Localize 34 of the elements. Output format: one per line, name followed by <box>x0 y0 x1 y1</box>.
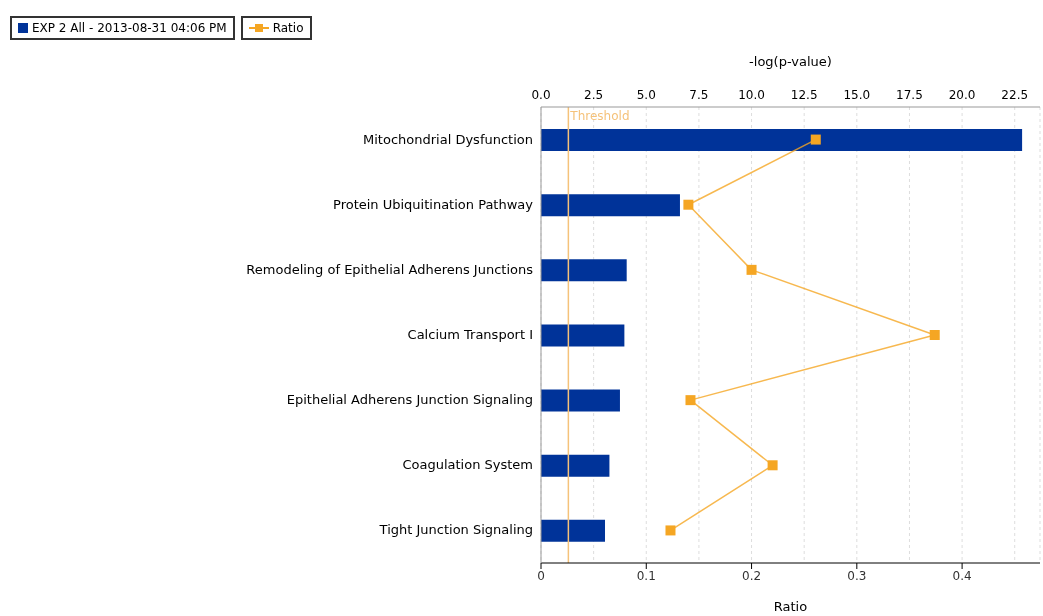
x-tick-label: 0.3 <box>847 568 867 583</box>
point <box>746 264 757 275</box>
x2-tick-label: 5.0 <box>636 88 656 102</box>
x2-tick-label: 0.0 <box>531 88 551 102</box>
x2-tick-label: 17.5 <box>896 88 923 102</box>
y-tick-label: Remodeling of Epithelial Adherens Junctions <box>246 261 534 277</box>
x2-axis-title: -log(p-value) <box>749 54 832 70</box>
x-tick-label: 0.2 <box>742 568 762 583</box>
y-tick-label: Protein Ubiquitination Pathway <box>333 196 534 212</box>
x2-tick-label: 2.5 <box>584 88 604 102</box>
x-tick-label: 0 <box>537 568 545 583</box>
y-tick-label: Coagulation System <box>402 457 533 473</box>
x2-tick-label: 12.5 <box>790 88 818 102</box>
x2-tick-label: 22.5 <box>1001 88 1029 102</box>
x2-tick-label: 7.5 <box>689 88 709 102</box>
x2-tick-label: 10.0 <box>738 88 765 102</box>
y-tick-label: Mitochondrial Dysfunction <box>363 131 533 147</box>
point <box>929 330 940 340</box>
point <box>767 460 778 471</box>
x2-tick-label: 20.0 <box>948 88 976 102</box>
legend-label: EXP 2 All - 2013-08-31 04:06 PM <box>32 21 227 35</box>
x-tick-label: 0.4 <box>952 568 972 583</box>
x2-tick-label: 15.0 <box>843 88 871 102</box>
x-axis-title: Ratio <box>773 599 808 614</box>
x-tick-label: 0.1 <box>636 568 656 583</box>
point <box>683 199 694 210</box>
legend-label: Ratio <box>272 21 304 35</box>
point <box>810 134 821 145</box>
y-tick-label: Calcium Transport I <box>407 327 533 342</box>
y-tick-label: Tight Junction Signaling <box>378 522 533 538</box>
point <box>665 525 676 536</box>
ref-line-label: Threshold <box>569 109 630 123</box>
point <box>685 395 696 406</box>
y-tick-label: Epithelial Adherens Junction Signaling <box>286 392 533 408</box>
